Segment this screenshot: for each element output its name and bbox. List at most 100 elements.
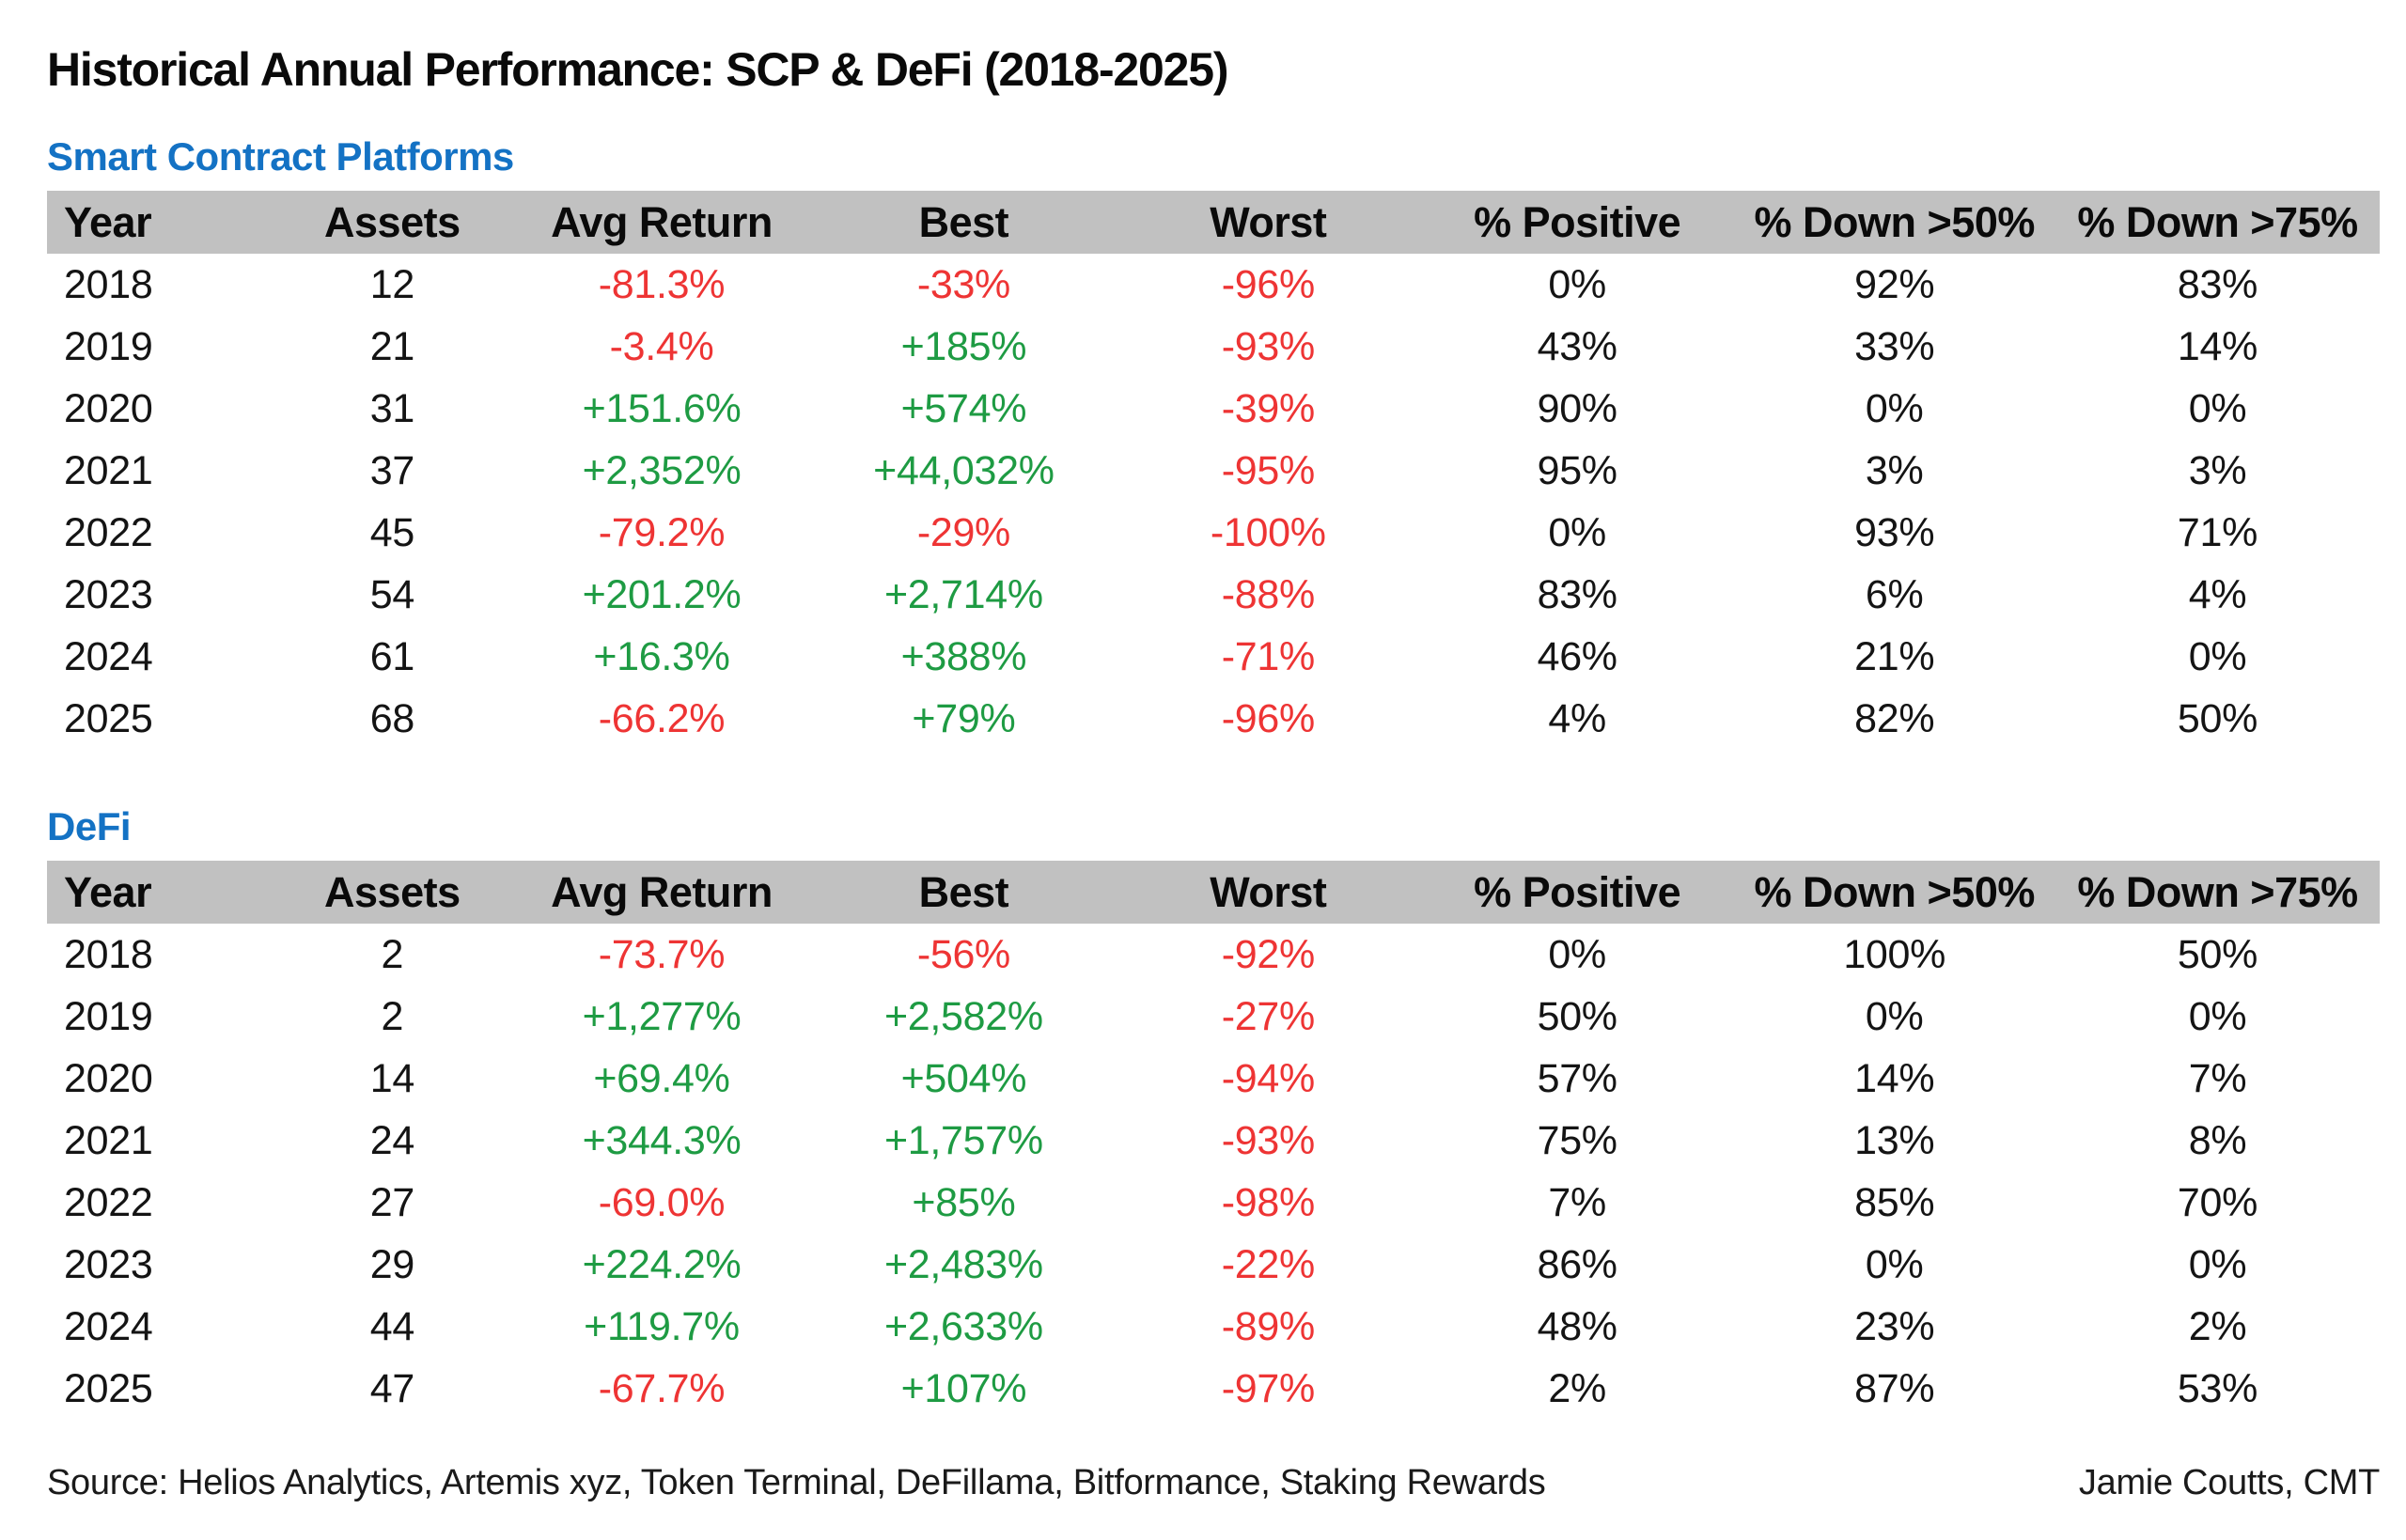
- column-header: Worst: [1210, 197, 1327, 246]
- table-cell: 2023: [64, 1241, 153, 1287]
- table-cell: +185%: [900, 323, 1027, 369]
- column-header: Worst: [1210, 867, 1327, 916]
- table-cell: 0%: [1548, 261, 1606, 307]
- table-cell: 75%: [1537, 1117, 1617, 1163]
- table-cell: +2,582%: [883, 993, 1043, 1039]
- column-header: Avg Return: [551, 867, 773, 916]
- section-smart-contract-platforms: Smart Contract Platforms Year Assets Avg R…: [47, 134, 2380, 750]
- header-row: Year Assets Avg Return Best Worst % Positive%…: [47, 861, 2380, 924]
- table-cell: +85%: [912, 1179, 1016, 1225]
- table-row: 2025 47 -67.7% +107% -97% 2% 87% 53%: [47, 1358, 2380, 1420]
- table-cell: 53%: [2177, 1365, 2258, 1411]
- table-cell: -79.2%: [598, 509, 726, 555]
- table-row: 2022 45 -79.2% -29% -100% 0% 93% 71%: [47, 502, 2380, 564]
- table-cell: -98%: [1221, 1179, 1315, 1225]
- table-cell: 4%: [2188, 571, 2247, 617]
- table-cell: 37: [369, 447, 415, 493]
- table-row: 2018 12 -81.3% -33% -96% 0% 92% 83%: [47, 254, 2380, 316]
- table-cell: +2,714%: [883, 571, 1043, 617]
- table-row: 2019 2 +1,277% +2,582% -27% 50% 0% 0%: [47, 986, 2380, 1048]
- table-cell: +1,757%: [883, 1117, 1043, 1163]
- column-header: Assets: [324, 867, 461, 916]
- table-cell: 2%: [1548, 1365, 1606, 1411]
- table-cell: 2024: [64, 1303, 153, 1349]
- table-cell: 85%: [1854, 1179, 1935, 1225]
- table-cell: 14: [369, 1055, 415, 1101]
- table-cell: 83%: [1537, 571, 1617, 617]
- table-cell: 2022: [64, 509, 153, 555]
- footer: Source: Helios Analytics, Artemis xyz, T…: [47, 1463, 2380, 1503]
- column-header: Year: [64, 867, 152, 916]
- table-cell: +224.2%: [582, 1241, 742, 1287]
- table-row: 2020 31 +151.6% +574% -39% 90% 0% 0%: [47, 378, 2380, 440]
- table-cell: 2025: [64, 695, 153, 741]
- table-cell: 54: [369, 571, 415, 617]
- table-cell: 21: [369, 323, 415, 369]
- table-cell: -89%: [1221, 1303, 1315, 1349]
- page-title: Historical Annual Performance: SCP & DeF…: [47, 43, 1229, 96]
- table-cell: +2,633%: [883, 1303, 1043, 1349]
- table-cell: -22%: [1221, 1241, 1315, 1287]
- table-cell: 0%: [2188, 633, 2247, 679]
- table-cell: 46%: [1537, 633, 1617, 679]
- table-cell: 33%: [1854, 323, 1935, 369]
- column-header: Assets: [324, 197, 461, 246]
- table-cell: 0%: [2188, 1241, 2247, 1287]
- table-cell: 71%: [2177, 509, 2258, 555]
- table-cell: +79%: [912, 695, 1016, 741]
- section-title-scp: Smart Contract Platforms: [47, 134, 514, 179]
- table-row: 2019 21 -3.4% +185% -93% 43% 33% 14%: [47, 316, 2380, 378]
- table-cell: 0%: [1865, 1241, 1924, 1287]
- table-cell: 2018: [64, 261, 153, 307]
- table-cell: 2: [381, 931, 404, 977]
- table-row: 2021 37 +2,352% +44,032% -95% 95% 3% 3%: [47, 440, 2380, 502]
- table-cell: 2025: [64, 1365, 153, 1411]
- table-cell: -69.0%: [598, 1179, 726, 1225]
- table-cell: 4%: [1548, 695, 1606, 741]
- table-cell: 87%: [1854, 1365, 1935, 1411]
- table-cell: 29: [369, 1241, 415, 1287]
- section-defi: DeFi Year Assets Avg Return Best Worst % Posi…: [47, 804, 2380, 1420]
- table-cell: -81.3%: [598, 261, 726, 307]
- table-cell: 3%: [2188, 447, 2247, 493]
- table-row: 2020 14 +69.4% +504% -94% 57% 14% 7%: [47, 1048, 2380, 1110]
- table-cell: +504%: [900, 1055, 1027, 1101]
- column-header: Best: [918, 197, 1009, 246]
- table-cell: 0%: [2188, 385, 2247, 431]
- table-cell: +574%: [900, 385, 1027, 431]
- table-cell: 83%: [2177, 261, 2258, 307]
- table-cell: 47: [369, 1365, 415, 1411]
- table-cell: -56%: [916, 931, 1010, 977]
- table-row: 2024 61 +16.3% +388% -71% 46% 21% 0%: [47, 626, 2380, 688]
- table-cell: -29%: [916, 509, 1010, 555]
- table-cell: 2018: [64, 931, 153, 977]
- credit-note: Jamie Coutts, CMT: [2078, 1463, 2380, 1502]
- column-header: % Down >50%: [1754, 197, 2036, 246]
- table-cell: 82%: [1854, 695, 1935, 741]
- table-cell: -3.4%: [609, 323, 714, 369]
- column-header: % Down >75%: [2077, 867, 2358, 916]
- table-cell: -93%: [1221, 1117, 1315, 1163]
- table-cell: 7%: [2188, 1055, 2247, 1101]
- section-title-defi: DeFi: [47, 804, 132, 848]
- table-cell: 50%: [2177, 931, 2258, 977]
- column-header: Year: [64, 197, 152, 246]
- table-cell: 44: [369, 1303, 415, 1349]
- table-cell: 24: [369, 1117, 415, 1163]
- scp-performance-table: Year Assets Avg Return Best Worst % Positive%…: [47, 191, 2380, 750]
- table-cell: 50%: [1537, 993, 1617, 1039]
- table-cell: +2,483%: [883, 1241, 1043, 1287]
- table-cell: 2022: [64, 1179, 153, 1225]
- source-note: Source: Helios Analytics, Artemis xyz, T…: [47, 1463, 1546, 1502]
- table-cell: 61: [369, 633, 415, 679]
- table-cell: -94%: [1221, 1055, 1315, 1101]
- table-cell: 0%: [1548, 931, 1606, 977]
- column-header: Avg Return: [551, 197, 773, 246]
- table-row: 2023 54 +201.2% +2,714% -88% 83% 6% 4%: [47, 564, 2380, 626]
- table-row: 2021 24 +344.3% +1,757% -93% 75% 13% 8%: [47, 1110, 2380, 1172]
- table-cell: -73.7%: [598, 931, 726, 977]
- table-cell: 43%: [1537, 323, 1617, 369]
- table-cell: -92%: [1221, 931, 1315, 977]
- table-cell: -97%: [1221, 1365, 1315, 1411]
- table-cell: 6%: [1865, 571, 1924, 617]
